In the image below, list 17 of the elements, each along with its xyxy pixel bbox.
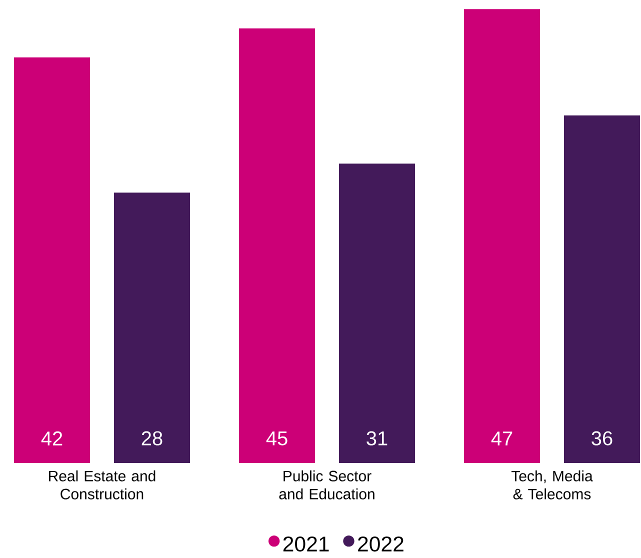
- bar: [564, 115, 640, 463]
- data-label: 42: [41, 431, 62, 446]
- data-label: 28: [142, 431, 162, 446]
- x-tick-label: Public Sector and Education: [279, 470, 374, 500]
- x-tick-label: Real Estate and Construction: [49, 470, 156, 500]
- data-label: 36: [592, 431, 612, 446]
- data-label: 31: [366, 431, 388, 446]
- data-label: 47: [491, 432, 512, 446]
- bar: [14, 57, 90, 463]
- bar: [239, 28, 315, 463]
- bar: [338, 164, 415, 463]
- legend-label: 2022: [358, 536, 404, 552]
- data-label: 45: [266, 431, 288, 446]
- x-tick-label: Tech, Media & Telecoms: [511, 470, 593, 500]
- legend-label: 2021: [283, 536, 329, 552]
- bar: [464, 9, 540, 463]
- bar: [114, 192, 190, 463]
